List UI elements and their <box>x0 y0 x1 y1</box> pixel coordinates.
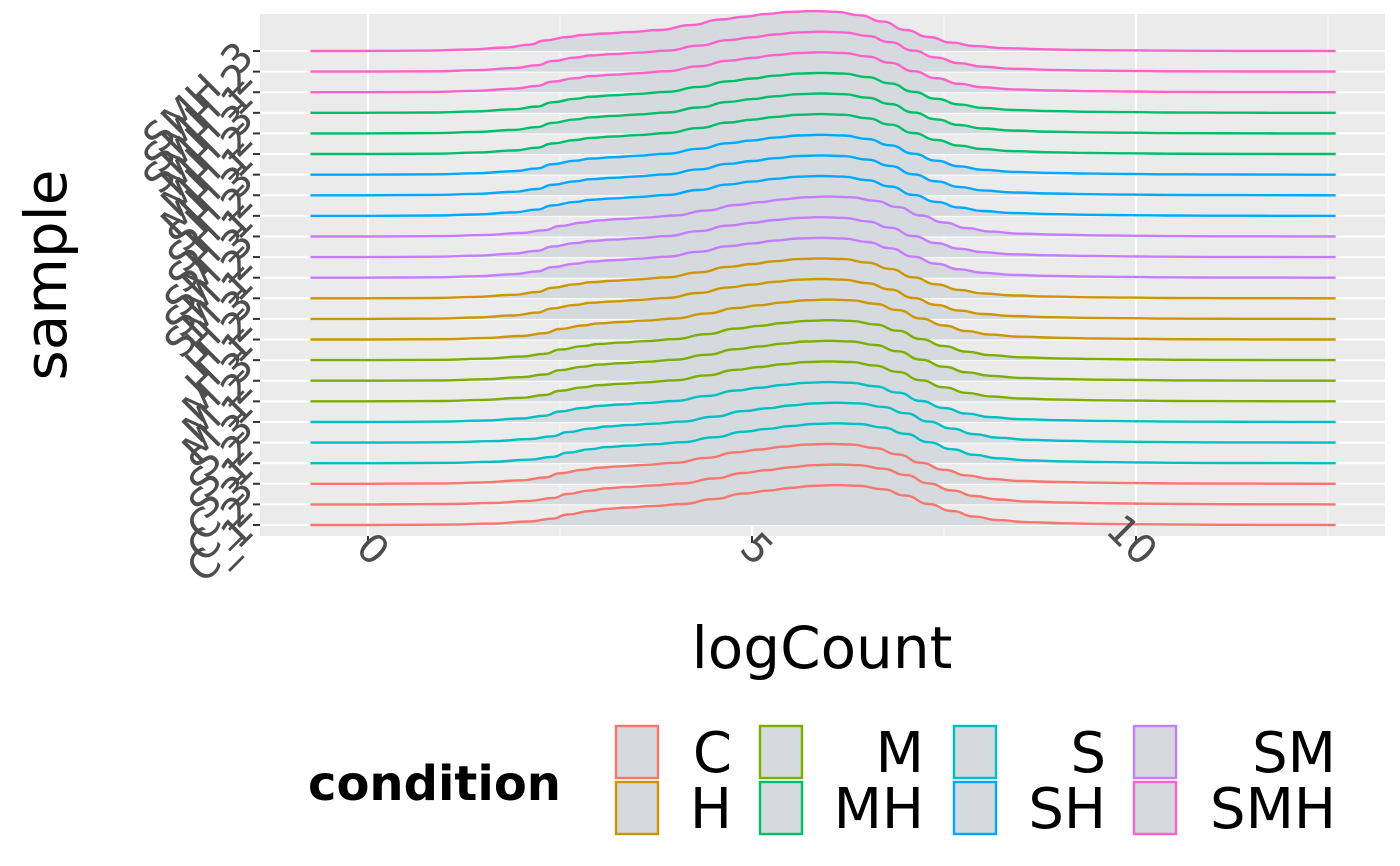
ridge-line-S_2 <box>310 401 1336 444</box>
ridge-line-MH_1 <box>310 112 1336 156</box>
legend-label-SMH: SMH <box>1210 777 1336 842</box>
ridge-line-SM_3 <box>310 195 1336 238</box>
ridge-line-SH_3 <box>310 133 1336 176</box>
legend-title: condition <box>308 756 561 812</box>
legend-label-SM: SM <box>1252 721 1336 786</box>
ridge-line-SH_2 <box>310 154 1336 197</box>
legend-label-M: M <box>876 721 924 786</box>
density-ridges <box>310 9 1336 527</box>
ridge-line-S_3 <box>310 380 1336 424</box>
legend-label-MH: MH <box>834 777 924 842</box>
ridge-line-M_2 <box>310 339 1336 382</box>
ridge-line-C_2 <box>310 463 1336 506</box>
legend-label-H: H <box>690 777 732 842</box>
ridge-line-SMH_2 <box>310 30 1336 73</box>
legend-key-S <box>952 724 998 780</box>
legend-key-M <box>758 724 804 780</box>
legend-key-H <box>614 780 660 836</box>
legend-key-SM <box>1132 724 1178 780</box>
legend-key-SMH <box>1132 780 1178 836</box>
legend-key-SH <box>952 780 998 836</box>
legend-label-C: C <box>693 721 732 786</box>
ridge-line-SM_2 <box>310 215 1336 259</box>
ridge-line-H_3 <box>310 257 1336 300</box>
y-axis-title: sample <box>12 170 80 381</box>
ridge-line-SM_1 <box>310 236 1336 279</box>
ridge-line-MH_2 <box>310 92 1336 135</box>
ridge-line-M_3 <box>310 318 1336 362</box>
legend-key-MH <box>758 780 804 836</box>
legend-key-C <box>614 724 660 780</box>
ridge-line-C_1 <box>310 483 1336 527</box>
ridge-line-MH_3 <box>310 71 1336 115</box>
ridge-line-C_3 <box>310 442 1336 486</box>
ridge-line-SMH_1 <box>310 51 1336 94</box>
ridge-line-S_1 <box>310 422 1336 465</box>
ridge-line-SMH_3 <box>310 9 1336 53</box>
ridge-line-H_2 <box>310 277 1336 321</box>
x-axis-title: logCount <box>692 614 953 682</box>
ridge-line-SH_1 <box>310 174 1336 218</box>
legend-label-S: S <box>1070 721 1106 786</box>
ridge-line-M_1 <box>310 360 1336 403</box>
ridge-line-H_1 <box>310 298 1336 341</box>
legend-label-SH: SH <box>1028 777 1106 842</box>
axes: 0 5 10C_1C_2C_3S_1S_2S_3M_1M_2M_3H_1H_2H_3… <box>135 33 1166 591</box>
